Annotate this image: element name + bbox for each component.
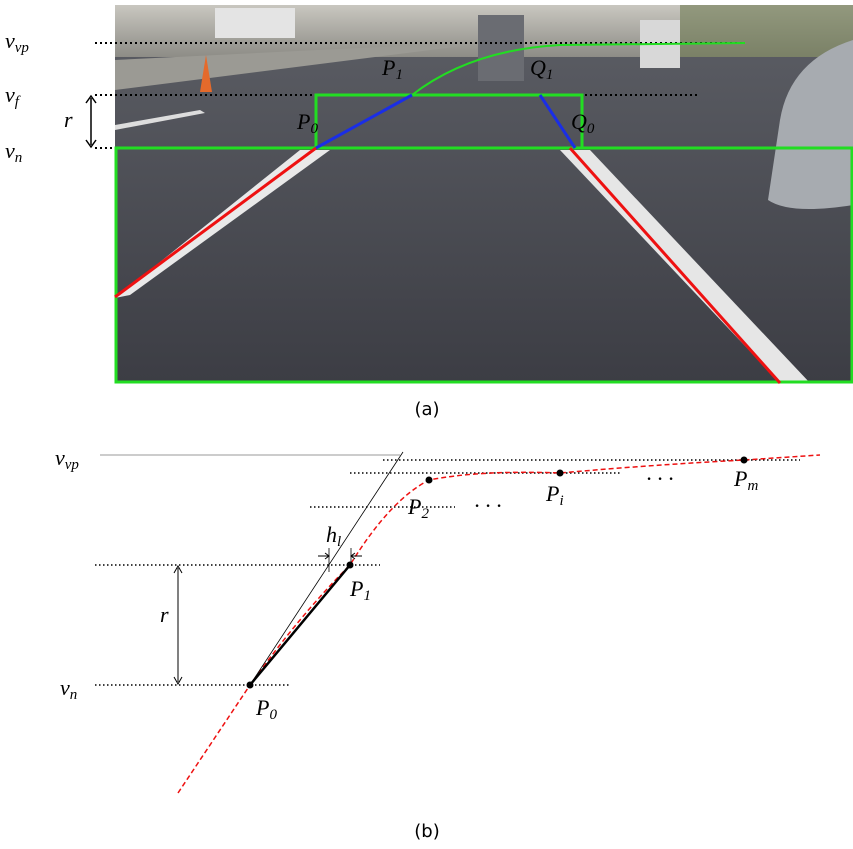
label-base: P <box>381 55 395 80</box>
math-label: r <box>160 602 169 627</box>
caption: (b) <box>414 821 439 842</box>
label-subscript: 0 <box>269 707 277 723</box>
label-subscript: 2 <box>421 506 429 522</box>
label-base: v <box>55 445 65 470</box>
math-label: · · · <box>474 493 502 518</box>
label-base: Q <box>530 55 546 80</box>
road-photo <box>115 5 853 383</box>
label-subscript: 1 <box>395 67 403 83</box>
label-base: v <box>60 675 70 700</box>
math-label: Pm <box>733 466 758 494</box>
math-label: vvp <box>55 445 79 473</box>
label-subscript: 0 <box>310 121 318 137</box>
math-label: vf <box>5 82 21 110</box>
label-base: P <box>349 576 363 601</box>
math-label: hl <box>326 522 341 550</box>
label-subscript: n <box>70 687 78 703</box>
label-base: v <box>5 138 15 163</box>
label-subscript: vp <box>65 457 80 473</box>
label-subscript: n <box>15 150 23 166</box>
label-base: Q <box>571 109 587 134</box>
math-label: P1 <box>349 576 371 604</box>
label-subscript: 1 <box>546 67 554 83</box>
caption: (a) <box>414 399 439 420</box>
math-label: · · · <box>646 466 674 491</box>
label-subscript: m <box>747 478 758 494</box>
label-base: v <box>5 28 15 53</box>
label-base: · · · <box>474 493 502 518</box>
label-subscript: i <box>559 493 563 509</box>
label-base: P <box>407 494 421 519</box>
label-base: P <box>545 481 559 506</box>
label-subscript: l <box>337 534 341 550</box>
label-subscript: 0 <box>587 121 595 137</box>
figure: vvpvfrvnP0P1Q1Q0vvprvnhlP0P1P2PiPm· · ··… <box>0 0 853 849</box>
diagram-b <box>95 452 820 793</box>
label-base: P <box>733 466 747 491</box>
math-label: vn <box>5 138 22 166</box>
label-subscript: 1 <box>363 588 371 604</box>
label-base: v <box>5 82 15 107</box>
label-base: P <box>255 695 269 720</box>
math-label: r <box>64 107 73 132</box>
label-subscript: f <box>15 94 21 110</box>
label-base: r <box>160 602 169 627</box>
label-base: h <box>326 522 337 547</box>
label-base: · · · <box>646 466 674 491</box>
math-label: P0 <box>255 695 277 723</box>
math-label: vn <box>60 675 77 703</box>
label-subscript: vp <box>15 40 30 56</box>
label-base: r <box>64 107 73 132</box>
math-label: vvp <box>5 28 29 56</box>
label-base: P <box>296 109 310 134</box>
math-label: Pi <box>545 481 564 509</box>
math-label: P2 <box>407 494 429 522</box>
